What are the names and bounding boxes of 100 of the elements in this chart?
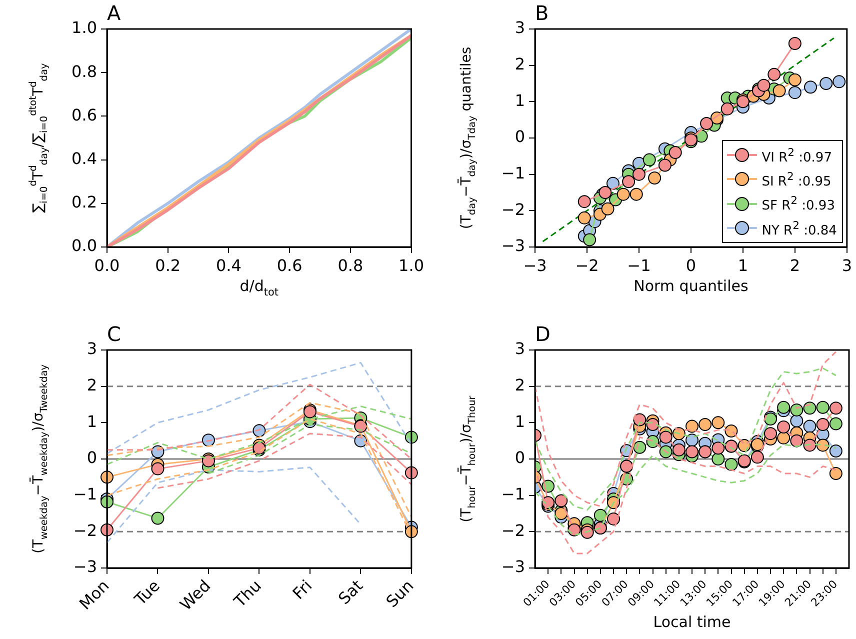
point [790,414,804,428]
line-series [106,402,412,518]
point [804,80,818,94]
y-tick-label: 0.2 [72,192,97,212]
point [712,416,725,430]
x-tick-label: 1 [738,256,748,275]
point [151,512,164,525]
x-axis-title: Local time [653,612,731,631]
y-tick-label: 0 [86,448,97,468]
legend-label: NY R$^{2}$ :0.84 [762,218,837,240]
point [768,68,781,81]
point [648,171,662,184]
legend-label: SF R$^{2}$ :0.93 [762,193,835,216]
point [668,146,682,160]
point [578,195,591,208]
chart-title: A [107,1,121,26]
y-tick-label: −3 [73,557,97,576]
y-tick-label: 0 [514,127,525,146]
y-tick-label: 3 [86,339,97,358]
point [829,444,842,458]
point [720,102,734,116]
y-tick-label: 0.8 [72,62,97,81]
point [580,526,594,539]
y-tick-label: −2 [501,200,525,219]
point [803,420,816,433]
chart-title: B [535,1,549,26]
y-tick-label: −1 [501,484,525,504]
point [829,402,842,415]
point [686,420,698,433]
x-tick-label: 3 [842,256,852,275]
point [829,417,842,430]
point [632,168,646,181]
y-tick-label: −3 [501,557,525,576]
point [630,188,643,201]
y-tick-label: 1 [514,90,525,110]
legend-label: VI R$^{2}$ :0.97 [762,144,832,168]
point [686,434,698,447]
y-tick-label: 2 [514,375,525,394]
y-tick-label: 3 [514,18,525,38]
point [672,443,686,456]
y-tick-label: 1 [86,412,97,431]
y-tick-label: 0 [514,448,525,468]
point [777,400,790,414]
point [816,418,830,431]
point [100,523,114,536]
point [772,84,786,98]
point [594,508,607,522]
y-tick-label: −2 [73,520,97,540]
text: ∑i=0dTdday/∑i=0dtotTdday [28,63,50,213]
point [777,420,790,434]
point [788,73,802,86]
y-tick-label: 0.0 [72,236,97,256]
point [578,211,591,224]
x-axis-title: Norm quantiles [634,276,748,295]
x-tick-label: 0.2 [155,256,181,275]
y-tick-label: 2 [86,375,97,394]
point [790,434,804,448]
point [790,403,804,416]
point [750,450,764,464]
x-tick-label: −2 [575,256,599,275]
point [698,418,712,431]
point [764,427,777,440]
point [616,188,630,201]
y-tick-label: −1 [501,163,525,182]
point [659,430,672,444]
point [583,233,596,246]
y-tick-label: 0.6 [72,105,97,124]
point [712,452,725,466]
x-tick-label: 0.4 [216,256,242,275]
y-tick-label: 1 [514,412,525,431]
y-tick-label: 2 [514,54,525,74]
point [100,495,114,508]
line-series [106,384,412,460]
x-tick-label: 0 [686,256,696,275]
point [803,402,816,415]
y-tick-label: 0.4 [72,148,97,168]
point [252,424,266,438]
chart-title: D [535,322,550,346]
point [686,445,698,458]
point [788,37,802,50]
point [777,431,790,444]
point [607,512,620,526]
x-tick-label: Sun [382,576,418,612]
y-axis-title: (Tday−T̄day)/σTday quantiles [457,46,478,230]
point [700,116,714,130]
x-tick-label: Fri [288,576,316,604]
y-tick-label: 3 [514,339,525,358]
point [554,494,568,508]
point [816,400,830,414]
point [151,462,164,476]
x-tick-label: Mon [75,576,113,614]
y-tick-label: −3 [501,236,525,256]
point [642,153,656,166]
point [829,467,842,480]
x-tick-label: 2 [790,256,800,275]
point [598,186,612,199]
point [724,458,738,471]
y-tick-label: −1 [73,484,97,504]
point [788,86,802,100]
point [832,75,846,88]
